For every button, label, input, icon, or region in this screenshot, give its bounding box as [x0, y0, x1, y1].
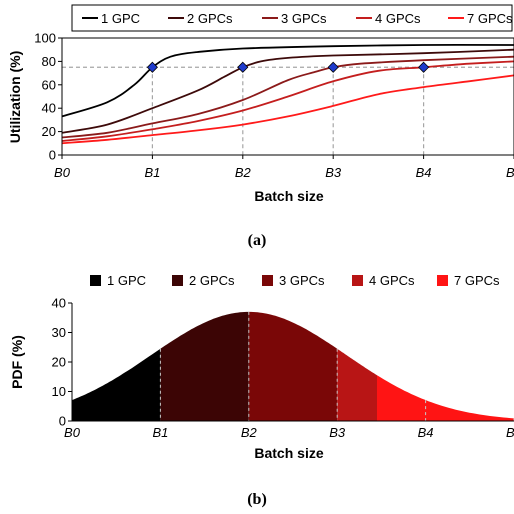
plot-frame-a: [61, 37, 514, 156]
x-tick-label-b1: B1: [152, 425, 168, 440]
legend-label-4-gpcs: 4 GPCs: [375, 11, 421, 26]
y-tick-label-80: 80: [42, 54, 56, 69]
legend-label-7-gpcs: 7 GPCs: [467, 11, 513, 26]
series-line-2-gpcs: [61, 48, 514, 134]
threshold-markers-a: [146, 61, 430, 73]
legend-swatch-4-gpcs: [352, 275, 363, 286]
threshold-marker-1: [146, 61, 158, 73]
legend-label-2-gpcs: 2 GPCs: [187, 11, 233, 26]
legend-label-4-gpcs: 4 GPCs: [369, 273, 415, 288]
pdf-segment-4-gpcs: [337, 348, 377, 421]
segment-dividers-b: [159, 311, 514, 421]
legend-label-3-gpcs: 3 GPCs: [281, 11, 327, 26]
series-line-4-gpcs: [61, 60, 514, 142]
y-tick-label-40: 40: [52, 296, 66, 311]
x-tick-label-b5: B5: [506, 425, 514, 440]
y-tick-label-10: 10: [52, 384, 66, 399]
threshold-marker-4: [418, 61, 430, 73]
pdf-chart: 1 GPC 2 GPCs 3 GPCs 4 GPCs 7 GPCs 010203040 …: [9, 273, 514, 508]
caption-a: (a): [248, 232, 267, 249]
series-line-7-gpcs: [61, 74, 514, 145]
x-tick-label-b3: B3: [325, 165, 342, 180]
y-axis-label-b: PDF (%): [9, 335, 25, 389]
pdf-segment-1-gpc: [72, 348, 161, 421]
y-tick-label-20: 20: [42, 124, 56, 139]
y-tick-label-20: 20: [52, 355, 66, 370]
legend-swatch-3-gpcs: [262, 275, 273, 286]
pdf-segment-3-gpcs: [248, 311, 338, 421]
legend-label-7-gpcs: 7 GPCs: [454, 273, 500, 288]
pdf-segment-7-gpcs: [377, 375, 514, 421]
legend-swatch-2-gpcs: [172, 275, 183, 286]
threshold-marker-3: [327, 61, 339, 73]
y-tick-label-60: 60: [42, 77, 56, 92]
legend-swatch-7-gpcs: [437, 275, 448, 286]
threshold-marker-2: [237, 61, 249, 73]
legend-label-1-gpc: 1 GPC: [107, 273, 146, 288]
legend-swatch-1-gpc: [90, 275, 101, 286]
y-tick-label-0: 0: [49, 148, 56, 163]
x-ticks-b: B0 B1 B2 B3 B4 B5: [64, 425, 514, 440]
x-tick-label-b0: B0: [64, 425, 81, 440]
x-tick-label-b1: B1: [144, 165, 160, 180]
utilization-chart: 1 GPC 2 GPCs 3 GPCs 4 GPCs 7 GPCs 0 20 40 60 80 1…: [7, 4, 514, 249]
caption-b: (b): [247, 491, 267, 508]
y-ticks-b: 0 10 20 30 40: [52, 296, 72, 429]
pdf-segment-2-gpcs: [160, 311, 249, 421]
legend-b: 1 GPC 2 GPCs 3 GPCs 4 GPCs 7 GPCs: [90, 273, 500, 288]
x-axis-label-a: Batch size: [254, 188, 323, 204]
x-tick-label-b2: B2: [235, 165, 252, 180]
x-tick-label-b3: B3: [329, 425, 346, 440]
x-tick-label-b4: B4: [418, 425, 434, 440]
pdf-areas-b: [72, 311, 514, 421]
y-ticks-a: 0 20 40 60 80 100: [34, 31, 62, 163]
x-tick-label-b0: B0: [54, 165, 71, 180]
legend-label-2-gpcs: 2 GPCs: [189, 273, 235, 288]
x-tick-label-b2: B2: [241, 425, 258, 440]
x-ticks-a: B0 B1 B2 B3 B4 B5: [54, 155, 514, 180]
legend-label-1-gpc: 1 GPC: [101, 11, 140, 26]
x-tick-label-b5: B5: [506, 165, 514, 180]
y-axis-label-a: Utilization (%): [7, 51, 23, 144]
x-axis-label-b: Batch size: [254, 445, 323, 461]
y-tick-label-100: 100: [34, 31, 56, 46]
y-tick-label-0: 0: [59, 414, 66, 429]
series-lines-a: [61, 44, 514, 145]
x-tick-label-b4: B4: [416, 165, 432, 180]
series-line-1-gpc: [61, 44, 514, 118]
y-tick-label-40: 40: [42, 101, 56, 116]
legend-label-3-gpcs: 3 GPCs: [279, 273, 325, 288]
legend-a: 1 GPC 2 GPCs 3 GPCs 4 GPCs 7 GPCs: [82, 11, 513, 26]
legend-box-a: [71, 4, 513, 32]
series-line-3-gpcs: [61, 55, 514, 139]
y-tick-label-30: 30: [52, 325, 66, 340]
